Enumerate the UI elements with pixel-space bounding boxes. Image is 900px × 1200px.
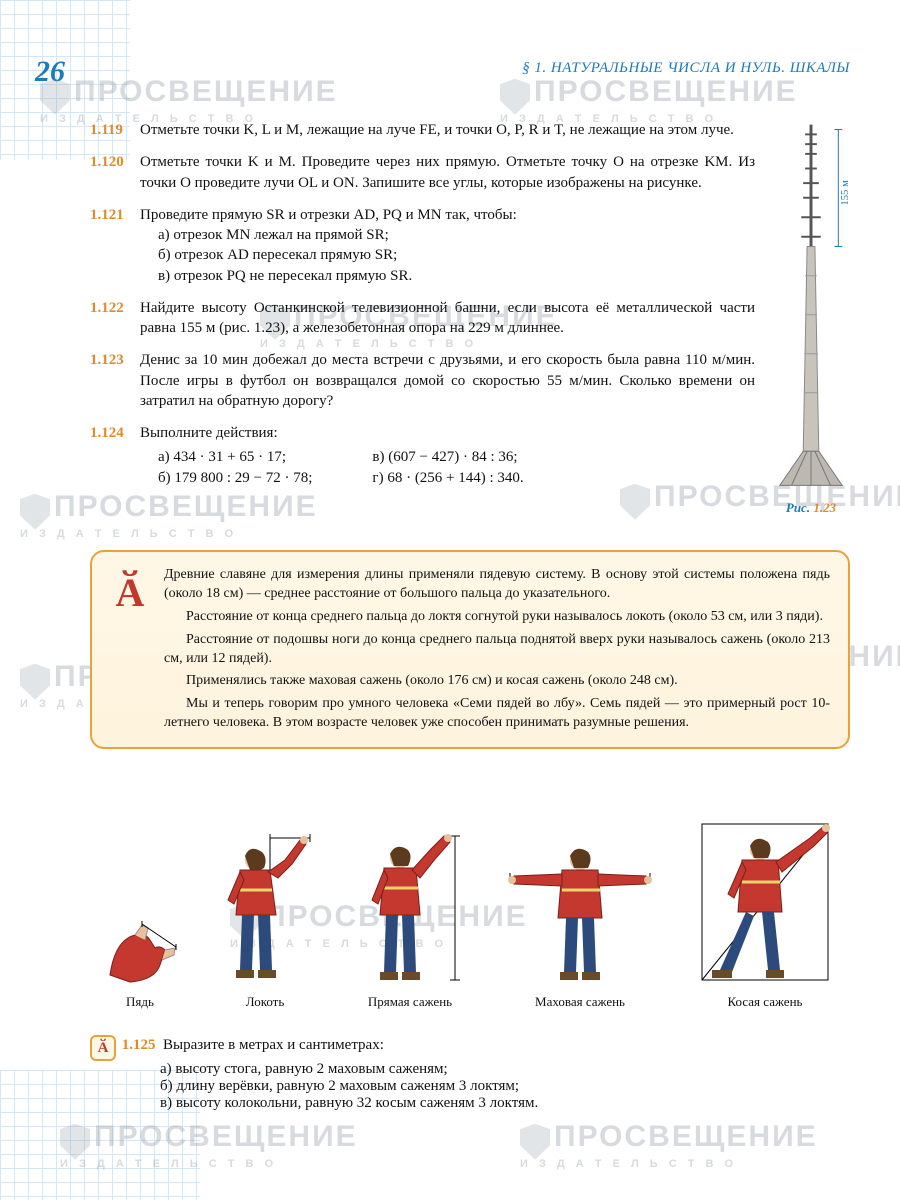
problem-number: 1.122 (90, 298, 140, 339)
problem-number: 1.123 (90, 350, 140, 411)
problem-text: Выполните действия: а) 434 · 31 + 65 · 1… (140, 423, 755, 488)
page: 26 § 1. НАТУРАЛЬНЫЕ ЧИСЛА И НУЛЬ. ШКАЛЫ … (0, 0, 900, 1200)
tower-figure: 155 м Рис. 1.23 (772, 115, 850, 525)
figure-label: Косая сажень (690, 994, 840, 1010)
problem-125: Ӑ 1.125 Выразите в метрах и сантиметрах:… (90, 1035, 840, 1112)
section-title: § 1. НАТУРАЛЬНЫЕ ЧИСЛА И НУЛЬ. ШКАЛЫ (522, 60, 850, 77)
figure-label: Пядь (100, 994, 180, 1010)
measurement-figures: Пядь Локоть (100, 830, 840, 1010)
problem-123: 1.123 Денис за 10 мин добежал до места в… (90, 350, 755, 411)
problem-122: 1.122 Найдите высоту Останкинской телеви… (90, 298, 755, 339)
problem-number: 1.125 (122, 1037, 156, 1053)
tower-icon: 155 м (772, 115, 850, 495)
figure-label: Прямая сажень (350, 994, 470, 1010)
problem-text: Отметьте точки K и M. Проведите через ни… (140, 152, 755, 193)
infobox-p: Расстояние от подошвы ноги до конца сред… (164, 631, 830, 669)
problem-number: 1.121 (90, 205, 140, 286)
history-badge-icon: Ӑ (90, 1035, 116, 1061)
figure-label: Маховая сажень (500, 994, 660, 1010)
figure-lokot: Локоть (210, 830, 320, 1010)
infobox-p: Расстояние от конца среднего пальца до л… (164, 608, 830, 627)
problem-124: 1.124 Выполните действия: а) 434 · 31 + … (90, 423, 755, 488)
problem-121: 1.121 Проведите прямую SR и отрезки AD, … (90, 205, 755, 286)
problem-text: Денис за 10 мин добежал до места встречи… (140, 350, 755, 411)
infobox-p: Мы и теперь говорим про умного человека … (164, 695, 830, 733)
figure-pyad: Пядь (100, 920, 180, 1010)
problem-number: 1.120 (90, 152, 140, 193)
figure-label: Локоть (210, 994, 320, 1010)
problems-block: 1.119 Отметьте точки K, L и M, лежащие н… (90, 120, 755, 500)
problem-text: Выразите в метрах и сантиметрах: (163, 1037, 384, 1053)
infobox-p: Применялись также маховая сажень (около … (164, 672, 830, 691)
tower-height-label: 155 м (839, 180, 850, 206)
history-infobox: Ӑ Древние славяне для измерения длины пр… (90, 550, 850, 749)
infobox-p: Древние славяне для измерения длины прим… (164, 566, 830, 604)
problem-119: 1.119 Отметьте точки K, L и M, лежащие н… (90, 120, 755, 140)
problem-text: Отметьте точки K, L и M, лежащие на луче… (140, 120, 755, 140)
problem-text: Проведите прямую SR и отрезки AD, PQ и M… (140, 205, 755, 286)
problem-number: 1.124 (90, 423, 140, 488)
figure-kosaya: Косая сажень (690, 820, 840, 1010)
drop-cap-icon: Ӑ (108, 566, 152, 610)
tower-caption: Рис. 1.23 (772, 500, 850, 516)
watermark: ПРОСВЕЩЕНИЕ И З Д А Т Е Л Ь С Т В О (500, 75, 798, 125)
watermark: ПРОСВЕЩЕНИЕ И З Д А Т Е Л Ь С Т В О (520, 1120, 818, 1170)
figure-pryamaya: Прямая сажень (350, 830, 470, 1010)
page-number: 26 (35, 55, 65, 89)
problem-number: 1.119 (90, 120, 140, 140)
problem-120: 1.120 Отметьте точки K и M. Проведите че… (90, 152, 755, 193)
figure-makhovaya: Маховая сажень (500, 830, 660, 1010)
problem-text: Найдите высоту Останкинской телевизионно… (140, 298, 755, 339)
